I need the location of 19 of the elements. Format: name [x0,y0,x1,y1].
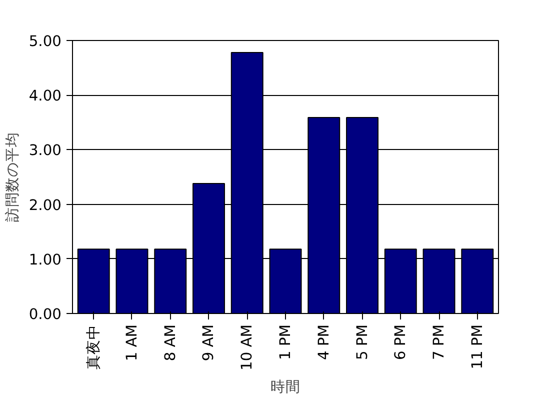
x-tick-label: 5 PM [354,324,371,360]
y-tick-label: 3.00 [28,142,62,160]
x-tick-label: 9 AM [200,324,218,362]
y-tick-label: 5.00 [28,33,62,50]
x-tick-label: 4 PM [315,324,332,360]
y-tick-label: 0.00 [28,306,62,323]
y-tick-label: 1.00 [28,251,62,268]
x-tick-label: 10 AM [238,324,256,370]
y-tick-label: 2.00 [28,196,62,214]
x-tick-label: 6 PM [392,324,410,360]
x-tick-label: 11 PM [468,324,486,370]
x-tick-label: 8 AM [162,324,179,362]
y-tick-label: 4.00 [28,88,62,105]
x-axis-title: 時間 [270,378,300,396]
x-tick-label: 1 AM [123,324,140,362]
x-tick-label: 1 PM [277,324,294,360]
x-tick-label: 真夜中 [85,324,102,370]
x-tick-label: 7 PM [430,324,448,360]
y-axis-title: 訪問数の平均 [4,132,21,222]
